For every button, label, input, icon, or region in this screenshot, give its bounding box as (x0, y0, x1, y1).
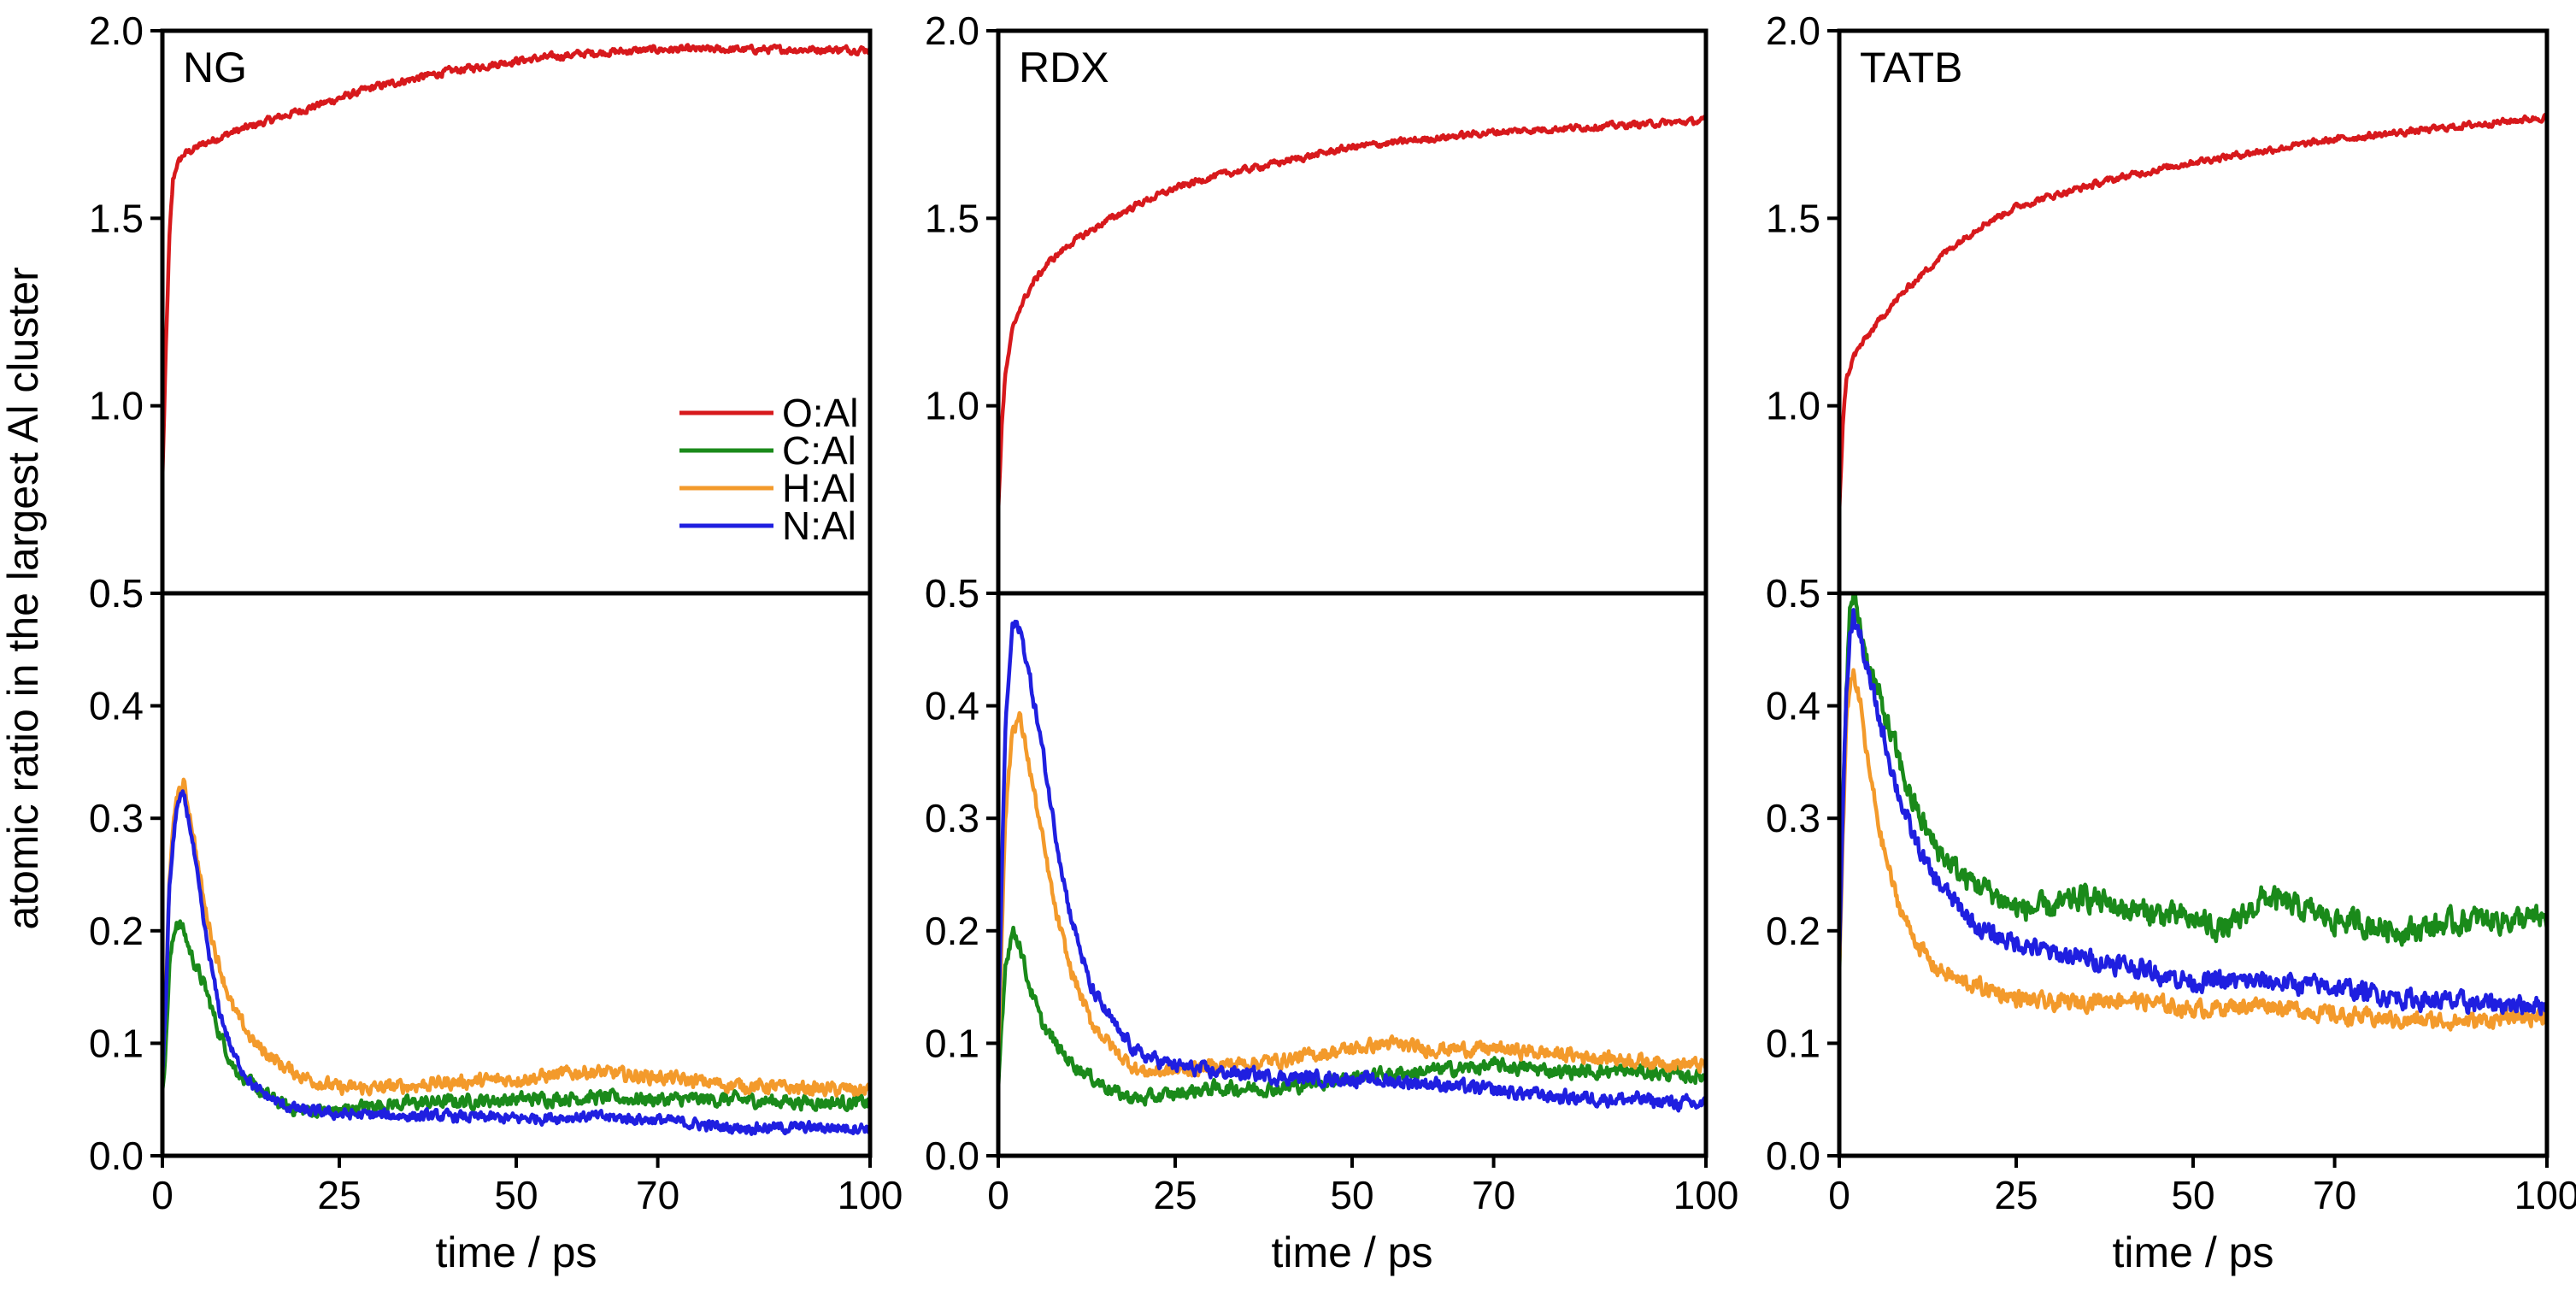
y-tick-label-1-top-3: 2.0 (925, 9, 979, 53)
y-tick-label-0-bottom-0: 0.0 (89, 1134, 144, 1178)
legend-label-2: H:Al (782, 466, 856, 510)
plot-frame-top-2 (1837, 28, 2550, 596)
y-tick-label-0-top-2: 1.5 (89, 196, 144, 240)
x-tick-label-0-3: 70 (636, 1173, 679, 1217)
legend-label-3: N:Al (782, 504, 856, 548)
panel-2: 0.51.01.52.00.00.10.20.30.40.50 25 50 70 100… (1766, 9, 2576, 1276)
y-tick-label-0-top-1: 1.0 (89, 384, 144, 428)
x-tick-label-0-2: 50 (494, 1173, 538, 1217)
series-line-1-bottom-2 (996, 619, 1709, 1113)
y-tick-label-2-top-1: 1.0 (1766, 384, 1820, 428)
panel-0: 0.51.01.52.00.00.10.20.30.40.50 25 50 70 100… (89, 9, 903, 1276)
panels: 0.5 1.0 1.5 2.0 0.0 0.1 0.2 0.3 0.4 0.5 0 25 50 70 100… (89, 9, 2576, 1276)
panel-1: 0.51.01.52.00.00.10.20.30.40.50 25 50 70 100… (925, 9, 1738, 1276)
series-line-2-bottom-1 (1837, 668, 2550, 1032)
y-tick-label-2-bottom-3: 0.3 (1766, 796, 1820, 840)
series-line-2-bottom-0 (1837, 591, 2550, 981)
x-tick-label-2-1: 25 (1994, 1173, 2038, 1217)
y-tick-label-0-bottom-3: 0.3 (89, 796, 144, 840)
y-tick-label-1-top-1: 1.0 (925, 384, 979, 428)
x-tick-label-2-0: 0 (1828, 1173, 1850, 1217)
series-line-2-top-0 (1837, 112, 2550, 515)
x-axis-title-2: time / ps (2113, 1228, 2274, 1276)
y-tick-label-2-top-2: 1.5 (1766, 196, 1820, 240)
panel-label-2: TATB (1860, 44, 1962, 91)
y-tick-label-1-bottom-1: 0.1 (925, 1021, 979, 1065)
plot-frame-top-1 (996, 28, 1709, 596)
y-tick-label-2-bottom-4: 0.4 (1766, 684, 1820, 728)
y-tick-label-2-bottom-2: 0.2 (1766, 909, 1820, 953)
y-tick-label-1-top-2: 1.5 (925, 196, 979, 240)
y-tick-label-2-top-0: 0.5 (1766, 571, 1820, 616)
y-tick-label-1-bottom-0: 0.0 (925, 1134, 979, 1178)
x-axis-title-0: time / ps (436, 1228, 597, 1276)
legend-label-1: C:Al (782, 428, 856, 473)
series-line-2-bottom-2 (1837, 608, 2550, 1016)
x-tick-label-0-0: 0 (151, 1173, 173, 1217)
y-tick-label-0-top-3: 2.0 (89, 9, 144, 53)
legend: O:AlC:AlH:AlN:Al (679, 391, 858, 548)
y-tick-label-0-bottom-4: 0.4 (89, 684, 144, 728)
y-tick-label-0-top-0: 0.5 (89, 571, 144, 616)
plot-frame-bottom-0 (160, 591, 873, 1158)
y-tick-label-1-top-0: 0.5 (925, 571, 979, 616)
y-tick-label-2-top-3: 2.0 (1766, 9, 1820, 53)
x-tick-label-2-4: 100 (2514, 1173, 2576, 1217)
plot-frame-bottom-2 (1837, 591, 2550, 1158)
x-tick-label-0-4: 100 (838, 1173, 903, 1217)
y-tick-label-2-bottom-0: 0.0 (1766, 1134, 1820, 1178)
y-tick-label-0-bottom-2: 0.2 (89, 909, 144, 953)
series-line-1-bottom-1 (996, 710, 1709, 1078)
x-tick-label-1-1: 25 (1153, 1173, 1197, 1217)
x-tick-label-2-2: 50 (2171, 1173, 2214, 1217)
y-tick-label-1-bottom-5: 0.5 (925, 571, 979, 616)
legend-label-0: O:Al (782, 391, 858, 435)
y-axis-title: atomic ratio in the largest Al cluster (0, 267, 47, 929)
series-line-0-bottom-2 (160, 789, 873, 1136)
y-tick-label-0-bottom-5: 0.5 (89, 571, 144, 616)
y-tick-label-0-bottom-1: 0.1 (89, 1021, 144, 1065)
series-line-1-top-0 (996, 115, 1709, 514)
series-line-0-top-0 (160, 43, 873, 482)
x-tick-label-2-3: 70 (2313, 1173, 2356, 1217)
y-tick-label-2-bottom-1: 0.1 (1766, 1021, 1820, 1065)
x-tick-label-1-0: 0 (987, 1173, 1009, 1217)
x-tick-label-1-4: 100 (1673, 1173, 1739, 1217)
x-tick-label-1-2: 50 (1330, 1173, 1373, 1217)
y-tick-label-1-bottom-4: 0.4 (925, 684, 979, 728)
panel-label-0: NG (183, 44, 247, 91)
y-tick-label-2-bottom-5: 0.5 (1766, 571, 1820, 616)
x-axis-title-1: time / ps (1272, 1228, 1433, 1276)
y-tick-label-1-bottom-3: 0.3 (925, 796, 979, 840)
series-line-0-bottom-1 (160, 777, 873, 1098)
panel-label-1: RDX (1019, 44, 1109, 91)
y-tick-label-1-bottom-2: 0.2 (925, 909, 979, 953)
x-tick-label-1-3: 70 (1472, 1173, 1515, 1217)
x-tick-label-0-1: 25 (317, 1173, 361, 1217)
